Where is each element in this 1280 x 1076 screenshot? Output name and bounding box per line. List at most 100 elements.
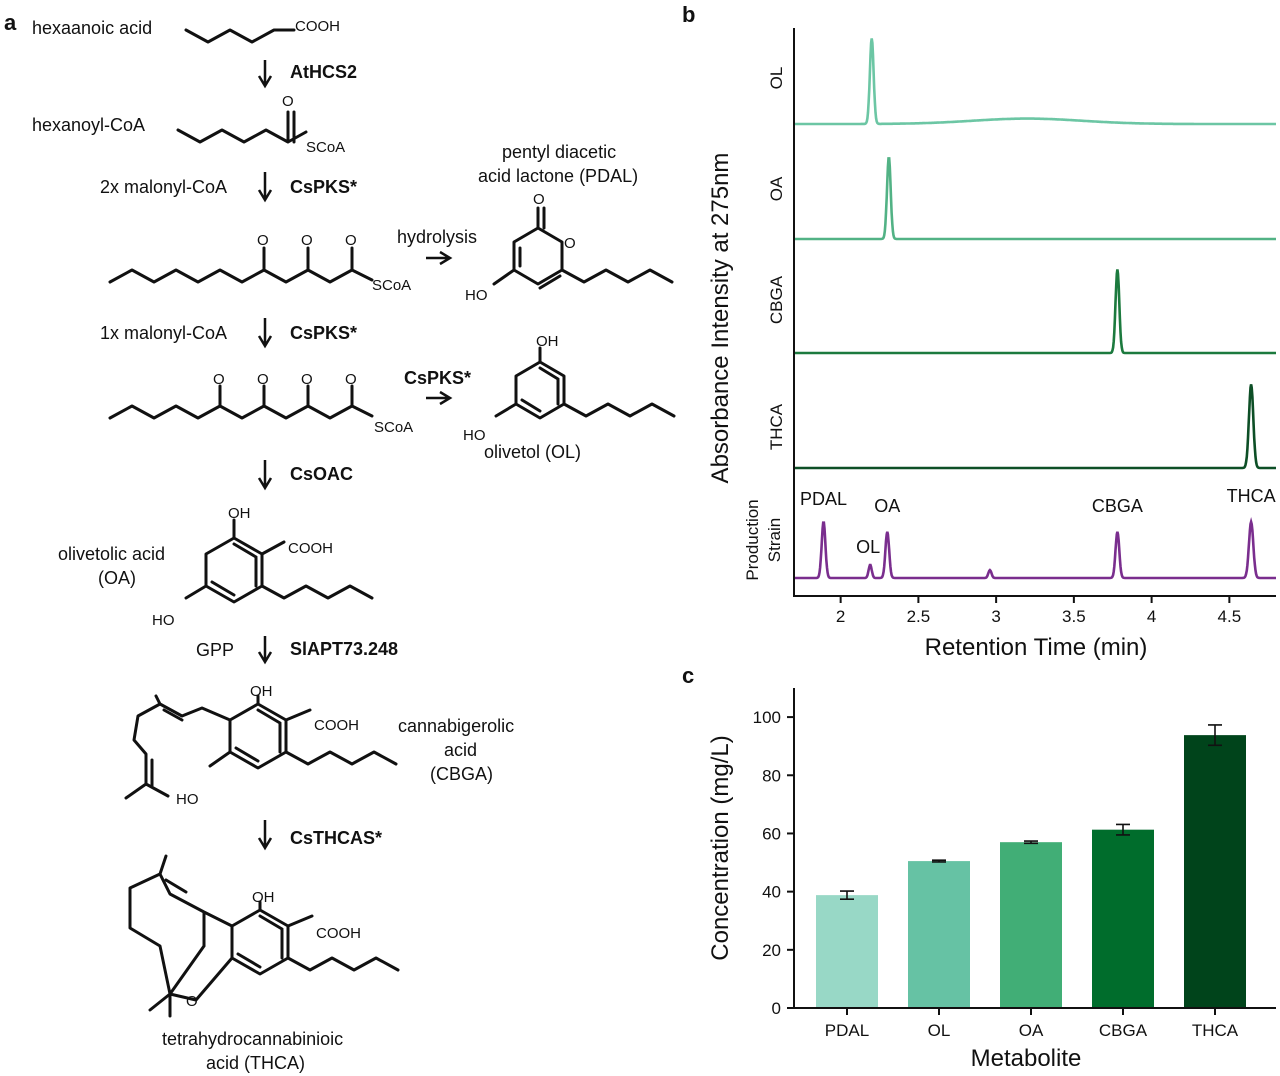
chromatogram-xlabel: Retention Time (min) <box>925 634 1148 661</box>
compound-pdal-line2: acid lactone (PDAL) <box>478 166 638 186</box>
trace-production <box>794 516 1276 580</box>
panel-a: a hexaanoic acid COOH AtHCS2 hexanoyl-Co… <box>4 10 676 1073</box>
y-tick-label: 100 <box>753 708 781 727</box>
tetraketide-o-3: O <box>301 371 313 388</box>
tetraketide-o-4: O <box>345 371 357 388</box>
compound-cbga-line3: (CBGA) <box>430 764 493 784</box>
peak-label-thca: THCA <box>1227 486 1276 506</box>
tetraketide-o-1: O <box>213 371 225 388</box>
triketide-o-2: O <box>301 232 313 249</box>
x-tick-label-oa: OA <box>1019 1021 1044 1040</box>
x-tick-label-pdal: PDAL <box>825 1021 869 1040</box>
cosubstrate-2x-malonyl: 2x malonyl-CoA <box>100 177 227 197</box>
compound-hexanoyl-coa: hexanoyl-CoA <box>32 115 145 135</box>
panel-b: b Absorbance Intensity at 275nm OL OA CBGA… <box>682 2 1276 661</box>
enzyme-slapt: SlAPT73.248 <box>290 639 398 659</box>
tetraketide-scoa: SCoA <box>374 419 413 436</box>
x-tick-label-thca: THCA <box>1192 1021 1239 1040</box>
panel-label-b: b <box>682 2 695 27</box>
y-tick-label: 60 <box>762 824 781 843</box>
enzyme-csthcas: CsTHCAS* <box>290 828 382 848</box>
arrow-step-6 <box>257 636 273 665</box>
enzyme-cspks-2: CsPKS* <box>290 323 357 343</box>
hexanoyl-scoa: SCoA <box>306 139 345 156</box>
compound-olivetol: olivetol (OL) <box>484 442 581 462</box>
bar-pdal <box>816 895 878 1008</box>
olivetol-ho: HO <box>463 427 486 444</box>
compound-cbga-line1: cannabigerolic <box>398 716 514 736</box>
pdal-o-ring: O <box>564 235 576 252</box>
error-bar-oa <box>1024 840 1038 845</box>
arrow-step-7 <box>257 820 273 851</box>
hexanoyl-o: O <box>282 93 294 110</box>
thca-structure <box>128 854 400 1018</box>
tetraketide-chain <box>108 384 374 420</box>
peak-label-pdal: PDAL <box>800 489 847 509</box>
oa-oh: OH <box>228 505 251 522</box>
triketide-o-3: O <box>345 232 357 249</box>
compound-hexanoic-acid: hexaanoic acid <box>32 18 152 38</box>
hydrolysis-label: hydrolysis <box>397 227 477 247</box>
enzyme-athcs2: AtHCS2 <box>290 62 357 82</box>
x-tick-label-cbga: CBGA <box>1099 1021 1148 1040</box>
bar-thca <box>1184 735 1246 1008</box>
panel-label-c: c <box>682 663 694 688</box>
thca-cooh: COOH <box>316 925 361 942</box>
panel-c: c Concentration (mg/L) 0 20 40 60 80 100 PDAL… <box>682 663 1276 1072</box>
bar-axes <box>793 688 1276 1009</box>
trace-label-line: Strain <box>765 518 784 562</box>
cosubstrate-gpp: GPP <box>196 640 234 660</box>
cbga-structure <box>124 694 398 800</box>
peak-label-oa: OA <box>874 496 900 516</box>
bar-cbga <box>1092 829 1154 1008</box>
panel-label-a: a <box>4 10 17 35</box>
y-tick-label: 0 <box>772 999 781 1018</box>
compound-oa-line2: (OA) <box>98 568 136 588</box>
trace-label-line: OL <box>767 67 786 90</box>
bar-ylabel: Concentration (mg/L) <box>707 735 734 960</box>
arrow-step-3 <box>257 318 273 349</box>
compound-cbga-line2: acid <box>444 740 477 760</box>
chromatogram-ylabel: Absorbance Intensity at 275nm <box>707 153 734 484</box>
arrow-step-1 <box>257 60 273 89</box>
hexanoyl-coa-chain <box>176 110 308 144</box>
error-bar-ol <box>932 859 946 863</box>
bar-xlabel: Metabolite <box>971 1045 1082 1072</box>
y-tick-label: 80 <box>762 766 781 785</box>
enzyme-cspks-3: CsPKS* <box>404 368 471 388</box>
peak-label-ol: OL <box>856 537 880 557</box>
error-bar-pdal <box>840 890 854 900</box>
chromatogram-peak-labels: PDAL OL OA CBGA THCA <box>800 486 1276 557</box>
olivetolic-acid-structure <box>184 518 374 604</box>
tetraketide-o-2: O <box>257 371 269 388</box>
trace-cbga <box>794 269 1276 355</box>
trace-label-cbga: CBGA <box>767 275 786 324</box>
hexanoic-acid-chain <box>184 28 296 44</box>
trace-label-thca: THCA <box>767 403 786 450</box>
chromatogram-axes <box>793 28 1276 597</box>
arrow-hydrolysis <box>426 250 453 266</box>
triketide-chain <box>108 246 374 284</box>
cbga-ho: HO <box>176 791 199 808</box>
peak-label-cbga: CBGA <box>1092 496 1143 516</box>
x-tick-label: 3 <box>991 607 1000 626</box>
trace-ol <box>794 38 1276 126</box>
enzyme-csoac: CsOAC <box>290 464 353 484</box>
trace-oa <box>794 157 1276 241</box>
arrow-step-5 <box>257 460 273 491</box>
trace-label-oa: OA <box>767 176 786 201</box>
enzyme-cspks-1: CsPKS* <box>290 177 357 197</box>
trace-label-line: Production <box>743 499 762 580</box>
hexanoic-cooh: COOH <box>295 18 340 35</box>
y-tick-label: 40 <box>762 883 781 902</box>
bar-ol <box>908 861 970 1008</box>
error-bar-cbga <box>1116 823 1130 836</box>
oa-cooh: COOH <box>288 540 333 557</box>
cbga-oh: OH <box>250 683 273 700</box>
x-tick-label: 3.5 <box>1062 607 1086 626</box>
x-tick-label: 2.5 <box>907 607 931 626</box>
pdal-o-carbonyl: O <box>533 191 545 208</box>
bar-oa <box>1000 842 1062 1008</box>
trace-label-ol: OL <box>767 67 786 90</box>
cosubstrate-1x-malonyl: 1x malonyl-CoA <box>100 323 227 343</box>
